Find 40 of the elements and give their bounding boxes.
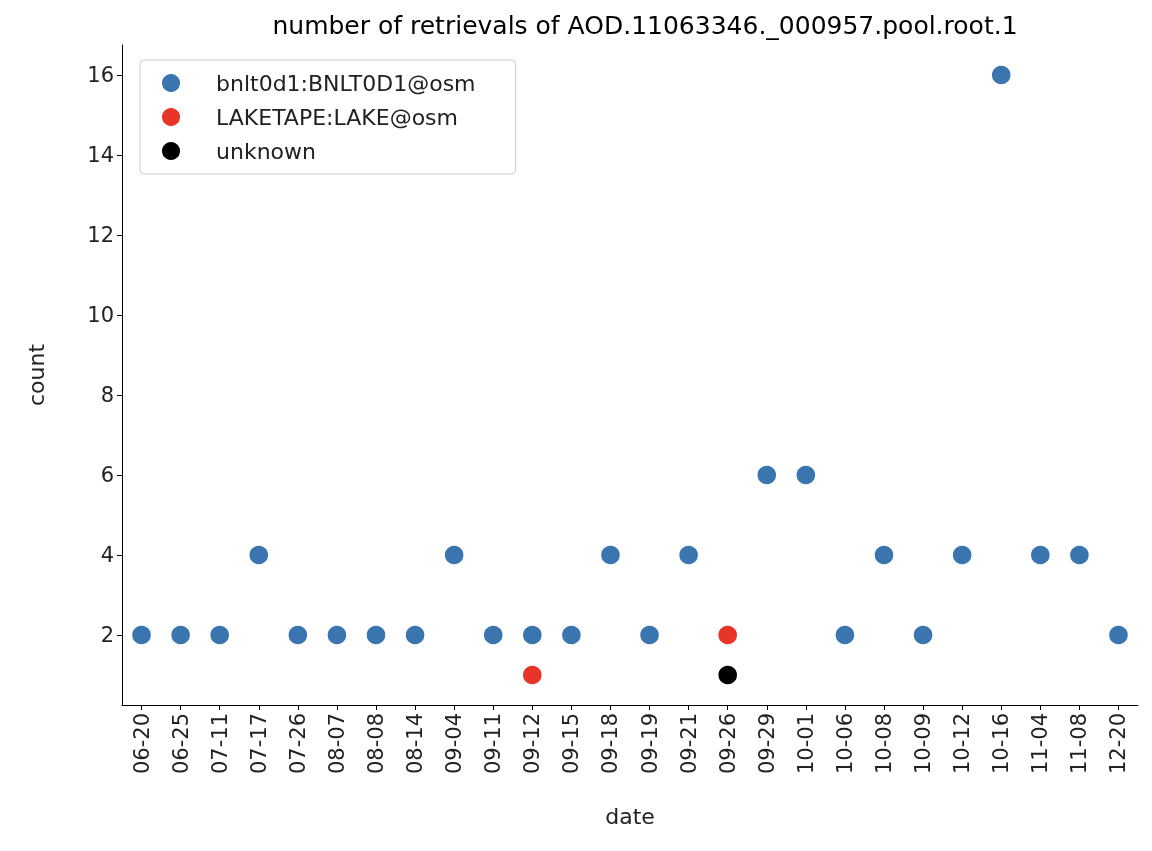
legend-label: bnlt0d1:BNLT0D1@osm <box>216 70 476 96</box>
x-tick-label: 11-08 <box>1067 713 1092 775</box>
x-tick-label: 12-20 <box>1106 713 1131 775</box>
legend-label: LAKETAPE:LAKE@osm <box>216 104 458 130</box>
x-axis-title: date <box>605 803 655 829</box>
x-tick-label: 07-17 <box>246 713 271 775</box>
x-tick-label: 09-18 <box>598 713 623 775</box>
x-tick-label: 09-26 <box>715 713 740 775</box>
x-tick-label: 10-16 <box>989 713 1014 775</box>
x-tick-label: 06-20 <box>129 713 154 775</box>
x-tick-label: 10-09 <box>911 713 936 775</box>
x-tick-label: 08-08 <box>364 713 388 775</box>
y-tick-label: 12 <box>87 223 114 247</box>
y-axis-title: count <box>23 343 49 407</box>
x-tick-label: 09-11 <box>481 713 506 775</box>
x-tick-label: 09-19 <box>637 713 662 775</box>
x-tick-label: 10-01 <box>793 713 818 775</box>
y-tick-label: 6 <box>100 463 114 487</box>
x-tick-label: 08-07 <box>324 713 349 775</box>
x-tick-label: 08-14 <box>403 713 428 775</box>
y-tick-label: 2 <box>100 623 114 647</box>
x-tick-label: 07-11 <box>207 713 232 775</box>
x-tick-label: 10-06 <box>832 713 857 775</box>
x-tick-label: 09-12 <box>520 713 545 775</box>
x-tick-label: 11-04 <box>1028 713 1053 775</box>
x-tick-label: 09-29 <box>754 713 779 775</box>
y-tick-label: 4 <box>100 543 114 567</box>
x-tick-label: 09-04 <box>442 713 467 775</box>
y-tick-label: 16 <box>87 63 114 87</box>
x-tick-label: 07-26 <box>285 713 310 775</box>
x-tick-label: 09-15 <box>559 713 584 775</box>
legend-label: unknown <box>216 138 316 164</box>
y-tick-label: 8 <box>100 383 114 407</box>
x-tick-label: 10-12 <box>950 713 975 775</box>
y-tick-label: 14 <box>87 143 114 167</box>
x-tick-label: 10-08 <box>872 713 896 775</box>
y-tick-label: 10 <box>87 303 114 327</box>
x-tick-label: 09-21 <box>676 713 701 775</box>
x-tick-label: 06-25 <box>168 713 193 775</box>
chart-title: number of retrievals of AOD.11063346._000957.pool.root.1 <box>272 11 1018 40</box>
